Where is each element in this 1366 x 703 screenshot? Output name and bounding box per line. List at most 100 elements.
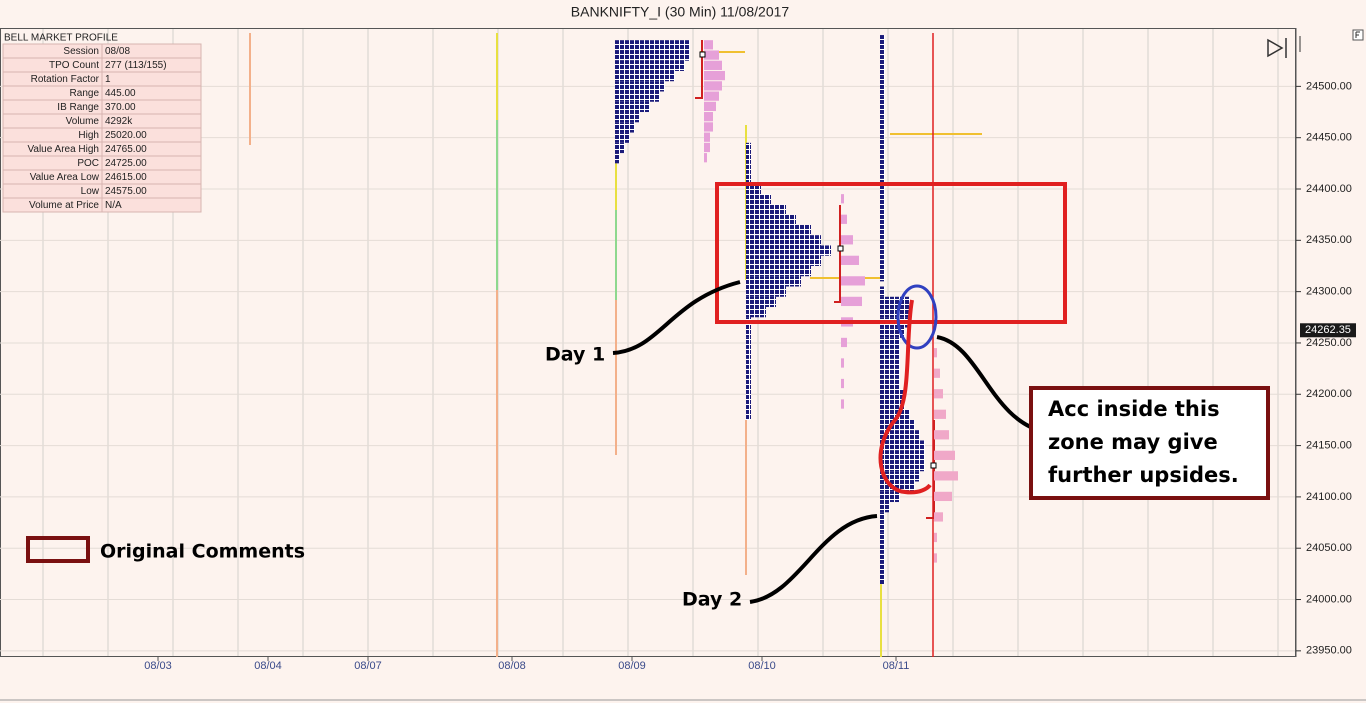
x-tick-label: 08/03 bbox=[144, 660, 172, 672]
tpo-row bbox=[615, 122, 635, 133]
panel-label: Low bbox=[81, 186, 100, 197]
tpo-row bbox=[880, 178, 885, 200]
tpo-row bbox=[880, 502, 890, 513]
tpo-row bbox=[880, 532, 885, 544]
volume-row bbox=[934, 389, 943, 399]
volume-row bbox=[704, 112, 713, 122]
tpo-row bbox=[880, 358, 900, 369]
x-tick-label: 08/11 bbox=[883, 660, 910, 672]
tpo-row bbox=[746, 183, 761, 195]
panel-value: 1 bbox=[105, 74, 111, 85]
volume-row bbox=[704, 142, 710, 153]
panel-value: 24765.00 bbox=[105, 144, 147, 155]
volume-row bbox=[704, 122, 713, 132]
tpo-row bbox=[746, 358, 751, 369]
tpo-row bbox=[880, 307, 910, 318]
panel-value: N/A bbox=[105, 200, 122, 211]
tpo-row bbox=[746, 368, 751, 379]
comment-line: further upsides. bbox=[1048, 463, 1239, 487]
tpo-row bbox=[615, 91, 660, 102]
volume-row bbox=[841, 255, 859, 265]
tpo-row bbox=[746, 214, 796, 225]
panel-label: Range bbox=[70, 88, 100, 99]
annotation-arrow bbox=[749, 514, 878, 604]
panel-label: Volume at Price bbox=[29, 200, 99, 211]
tpo-row bbox=[880, 240, 885, 261]
volume-row bbox=[934, 368, 940, 378]
tpo-row bbox=[746, 307, 766, 318]
volume-row bbox=[704, 101, 716, 112]
tpo-row bbox=[746, 265, 811, 277]
y-tick-label: 24050.00 bbox=[1306, 542, 1352, 554]
volume-row bbox=[841, 194, 844, 204]
tpo-row bbox=[880, 158, 885, 179]
poc-marker bbox=[837, 245, 844, 252]
tpo-row bbox=[746, 399, 751, 410]
tpo-row bbox=[880, 481, 915, 492]
tpo-row bbox=[880, 76, 885, 97]
tpo-row bbox=[615, 50, 690, 61]
tpo-row bbox=[746, 194, 771, 205]
annotation-arrow bbox=[936, 335, 1046, 434]
tpo-row bbox=[880, 399, 905, 410]
volume-row bbox=[841, 296, 862, 307]
tpo-row bbox=[880, 471, 920, 482]
panel-label: Session bbox=[63, 46, 99, 57]
tpo-row bbox=[746, 286, 786, 297]
x-tick-label: 08/09 bbox=[618, 660, 646, 672]
x-tick-label: 08/08 bbox=[498, 660, 526, 672]
panel-value: 277 (113/155) bbox=[105, 60, 167, 71]
tpo-row bbox=[746, 378, 751, 390]
tpo-row bbox=[880, 337, 900, 349]
x-tick-label: 08/10 bbox=[748, 660, 776, 672]
volume-row bbox=[704, 91, 719, 101]
x-axis: 08/03 08/04 08/07 08/08 08/09 08/10 08/11 bbox=[144, 657, 909, 672]
tpo-row bbox=[880, 491, 900, 503]
panel-value: 08/08 bbox=[105, 46, 130, 57]
panel-label: TPO Count bbox=[49, 60, 99, 71]
panel-label: Volume bbox=[66, 116, 100, 127]
tpo-row bbox=[880, 553, 885, 564]
tpo-row bbox=[615, 142, 625, 154]
y-tick-label: 24150.00 bbox=[1306, 439, 1352, 451]
panel-value: 445.00 bbox=[105, 88, 136, 99]
tpo-row bbox=[746, 245, 831, 256]
y-tick-label: 24450.00 bbox=[1306, 132, 1352, 144]
volume-row bbox=[841, 399, 844, 409]
tpo-row bbox=[615, 132, 630, 143]
tpo-row bbox=[880, 430, 920, 441]
tpo-row bbox=[746, 327, 751, 338]
info-panel: Session 08/08 TPO Count 277 (113/155) Rotati… bbox=[2, 43, 202, 213]
y-tick-label: 24100.00 bbox=[1306, 491, 1352, 503]
tpo-row bbox=[880, 368, 900, 379]
tpo-row bbox=[880, 563, 885, 574]
panel-label: POC bbox=[77, 158, 99, 169]
y-tick-label: 24300.00 bbox=[1306, 286, 1352, 298]
comment-box bbox=[1029, 386, 1270, 500]
scroll-end-button[interactable] bbox=[1267, 38, 1287, 58]
volume-row bbox=[704, 81, 722, 91]
tpo-row bbox=[880, 522, 885, 533]
x-tick-label: 08/07 bbox=[354, 660, 382, 672]
tpo-row bbox=[880, 573, 885, 585]
volume-row bbox=[841, 378, 844, 389]
poc-marker bbox=[930, 462, 937, 469]
tpo-row bbox=[746, 142, 751, 154]
y-tick-label: 24400.00 bbox=[1306, 183, 1352, 195]
volume-row bbox=[704, 50, 719, 60]
annotation: Day 1 bbox=[545, 344, 605, 366]
panel-cell bbox=[101, 71, 202, 87]
tpo-row bbox=[746, 389, 751, 400]
profiles bbox=[615, 35, 958, 585]
volume-row bbox=[704, 153, 707, 163]
volume-row bbox=[934, 409, 946, 419]
volume-row bbox=[934, 471, 958, 481]
volume-row bbox=[841, 276, 865, 286]
y-tick-label: 23950.00 bbox=[1306, 645, 1352, 657]
tpo-row bbox=[880, 378, 900, 390]
tpo-row bbox=[880, 55, 885, 77]
tpo-row bbox=[880, 543, 885, 554]
tpo-row bbox=[880, 450, 925, 461]
tpo-row bbox=[746, 409, 751, 420]
